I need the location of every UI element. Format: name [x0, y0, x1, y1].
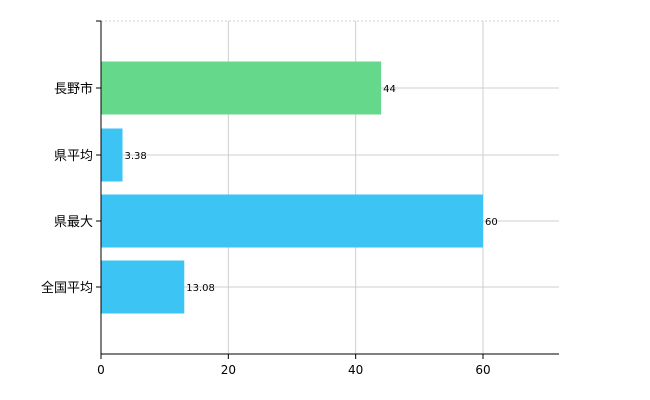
data-label-2: 3.38 [125, 151, 147, 162]
category-label-4: 全国平均 [41, 280, 93, 296]
bar-1 [101, 61, 382, 115]
bar-2 [101, 128, 123, 182]
x-tick-label-60: 60 [475, 363, 490, 377]
bar-4 [101, 260, 185, 314]
category-label-2: 県平均 [54, 149, 93, 164]
data-label-3: 60 [485, 217, 498, 228]
data-label-1: 44 [383, 84, 396, 95]
x-tick-label-20: 20 [221, 363, 236, 377]
category-label-1: 長野市 [54, 81, 93, 97]
data-label-4: 13.08 [186, 283, 215, 294]
bar-3 [101, 194, 483, 248]
x-tick-label-0: 0 [97, 363, 105, 377]
category-label-3: 県最大 [54, 215, 93, 230]
x-tick-label-40: 40 [348, 363, 363, 377]
